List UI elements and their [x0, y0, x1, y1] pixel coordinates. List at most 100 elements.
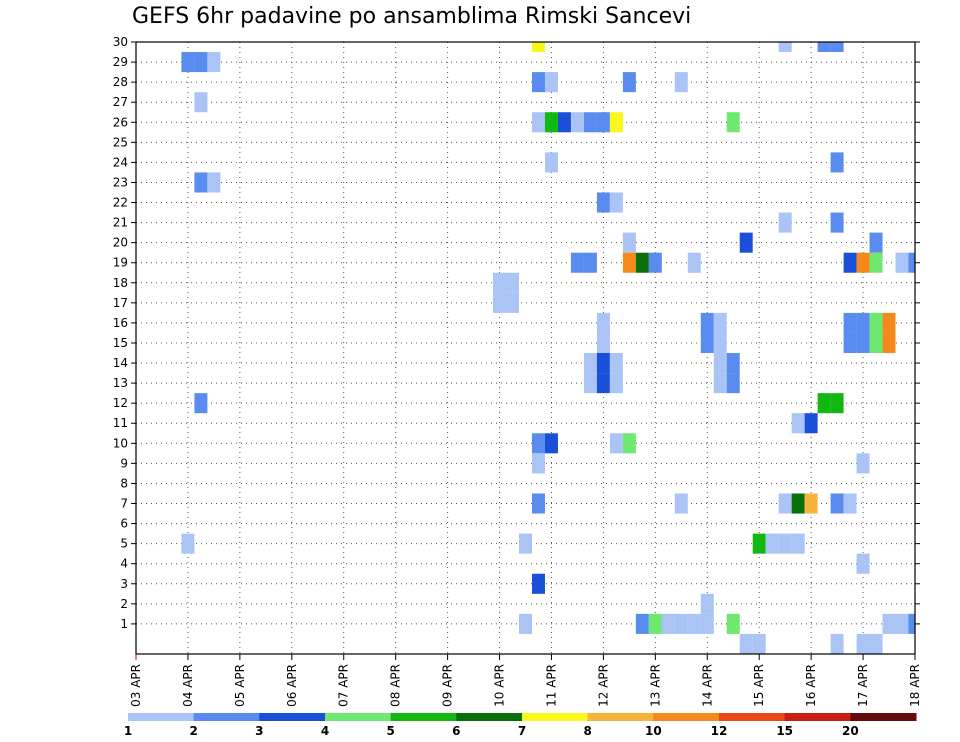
precip-cell: [194, 393, 208, 414]
precip-cell: [726, 373, 740, 394]
colorbar-label: 20: [842, 724, 859, 738]
precip-cell: [635, 252, 649, 273]
colorbar-swatch: [128, 713, 195, 721]
y-tick-label: 13: [113, 376, 128, 390]
y-tick-label: 9: [120, 456, 128, 470]
precip-cell: [843, 493, 857, 514]
precip-cell: [895, 613, 909, 634]
precip-cell: [570, 252, 584, 273]
y-tick-label: 14: [113, 356, 128, 370]
precip-cell: [531, 493, 545, 514]
y-tick-label: 20: [113, 236, 128, 250]
colorbar-swatch: [325, 713, 392, 721]
precip-cell: [830, 152, 844, 173]
y-tick-label: 3: [120, 577, 128, 591]
precip-cell: [778, 533, 792, 554]
precip-cell: [622, 252, 636, 273]
y-tick-label: 11: [113, 416, 128, 430]
y-tick-label: 6: [120, 517, 128, 531]
x-tick-label: 08 APR: [389, 664, 403, 707]
grid-lines: [136, 41, 915, 654]
precip-cell: [791, 493, 805, 514]
precip-cell: [726, 353, 740, 374]
precip-cell: [622, 433, 636, 454]
precip-cell: [817, 42, 831, 53]
y-axis-ticks: 1234567891011121314151617181920212223242…: [113, 35, 920, 631]
y-tick-label: 12: [113, 396, 128, 410]
x-tick-label: 07 APR: [337, 664, 351, 707]
colorbar-swatch: [522, 713, 589, 721]
precip-cell: [622, 232, 636, 253]
precip-cell: [596, 112, 610, 133]
colorbar-label: 3: [255, 724, 263, 738]
y-tick-label: 10: [113, 436, 128, 450]
precip-cell: [181, 533, 195, 554]
precip-cell: [791, 413, 805, 434]
x-tick-label: 04 APR: [181, 664, 195, 707]
precip-cell: [843, 252, 857, 273]
precip-cell: [856, 553, 870, 574]
y-tick-label: 23: [113, 175, 128, 189]
precip-cell: [557, 112, 571, 133]
precip-cell: [856, 453, 870, 474]
precip-cell: [791, 533, 805, 554]
precip-cell: [830, 493, 844, 514]
x-tick-label: 14 APR: [700, 664, 714, 707]
y-tick-label: 5: [120, 537, 128, 551]
precip-cell: [882, 613, 896, 634]
colorbar-label: 5: [386, 724, 394, 738]
x-tick-label: 18 APR: [908, 664, 922, 707]
y-tick-label: 15: [113, 336, 128, 350]
precip-cell: [804, 413, 818, 434]
plot-frame: [135, 41, 916, 655]
precip-cell: [506, 292, 520, 313]
x-tick-label: 06 APR: [285, 664, 299, 707]
precip-cell: [609, 373, 623, 394]
precip-cell: [544, 433, 558, 454]
precip-cell: [194, 52, 208, 73]
precip-cell: [869, 633, 883, 654]
x-tick-label: 17 APR: [856, 664, 870, 707]
y-tick-label: 24: [113, 155, 128, 169]
precip-cell: [726, 613, 740, 634]
precip-cell: [869, 252, 883, 273]
precip-cell: [700, 332, 714, 354]
precip-cell: [622, 72, 636, 93]
precip-cell: [739, 633, 753, 654]
colorbar-label: 12: [711, 724, 728, 738]
precip-cell: [596, 192, 610, 213]
precip-cell: [752, 533, 766, 554]
colorbar-swatch: [719, 713, 786, 721]
precip-cell: [856, 312, 870, 333]
colorbar-swatch: [653, 713, 720, 721]
precip-cell: [869, 332, 883, 354]
colorbar-swatch: [193, 713, 260, 721]
precip-cell: [493, 292, 507, 313]
precip-cell: [830, 633, 844, 654]
precip-cell: [583, 112, 597, 133]
x-tick-label: 03 APR: [129, 664, 143, 707]
x-tick-label: 09 APR: [441, 664, 455, 707]
precip-cell: [544, 72, 558, 93]
precip-cell: [596, 373, 610, 394]
precip-cell: [739, 232, 753, 253]
precip-cell: [207, 172, 221, 193]
precip-cell: [856, 633, 870, 654]
precip-cell: [713, 332, 727, 354]
precip-cell: [531, 573, 545, 594]
colorbar-label: 10: [645, 724, 662, 738]
y-tick-label: 16: [113, 316, 128, 330]
precip-cell: [674, 613, 688, 634]
precip-cell: [726, 112, 740, 133]
precip-cell: [687, 252, 701, 273]
precip-cell: [570, 112, 584, 133]
colorbar-swatch: [390, 713, 457, 721]
y-tick-label: 28: [113, 75, 128, 89]
x-tick-label: 16 APR: [804, 664, 818, 707]
colorbar: 1 2 3 4 5 6 7 8 10 12 15 20: [124, 713, 917, 738]
precip-cell: [609, 192, 623, 213]
colorbar-label: 2: [189, 724, 197, 738]
precip-cell: [765, 533, 779, 554]
colorbar-swatch: [259, 713, 326, 721]
